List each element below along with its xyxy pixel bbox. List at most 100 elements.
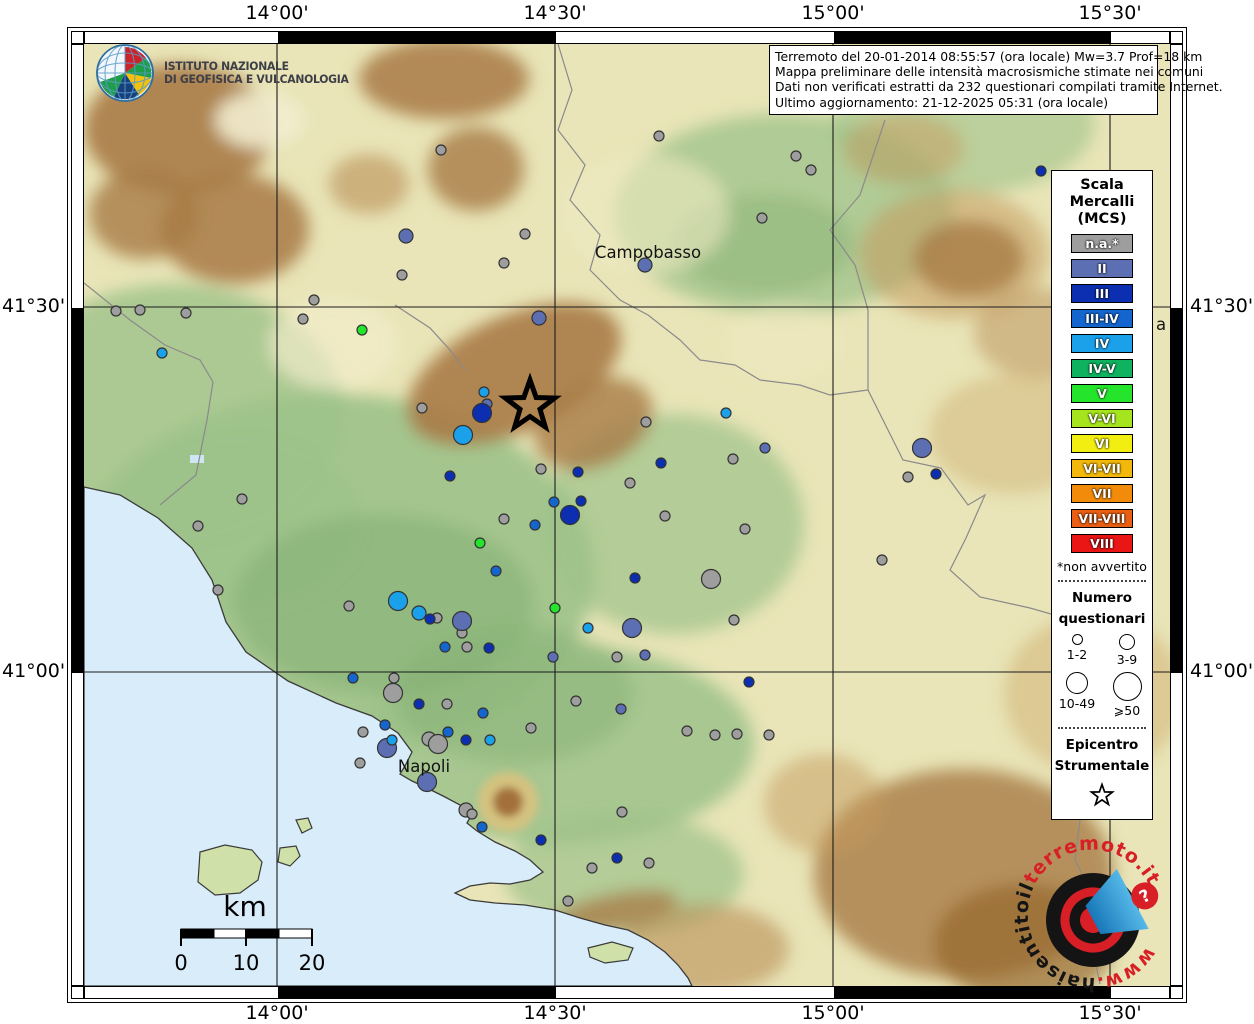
mercalli-scale-box: VII-VIII — [1071, 509, 1133, 528]
legend-title-line: Scala — [1080, 177, 1124, 193]
intensity-points-layer — [110, 130, 1047, 907]
intensity-point — [451, 610, 473, 632]
mercalli-scale-label: VII-VIII — [1078, 510, 1126, 526]
intensity-point — [416, 771, 438, 793]
longitude-label-top: 14°30' — [523, 2, 587, 24]
intensity-point — [356, 324, 368, 336]
islands — [197, 817, 634, 964]
mercalli-scale-box: IV — [1071, 334, 1133, 353]
intensity-point — [756, 212, 768, 224]
intensity-point — [180, 307, 192, 319]
latitude-label-left: 41°30' — [2, 294, 66, 317]
mercalli-scale-box: VII — [1071, 484, 1133, 503]
mercalli-scale-box: IV-V — [1071, 359, 1133, 378]
mercalli-scale-label: III — [1095, 285, 1109, 301]
intensity-point — [876, 554, 888, 566]
latitude-label-left: 41°00' — [2, 659, 66, 682]
frame-corner — [1170, 31, 1183, 44]
latitude-label-right: 41°30' — [1190, 294, 1254, 317]
intensity-point — [382, 682, 404, 704]
legend-divider — [1058, 727, 1146, 729]
ingv-name-line1: ISTITUTO NAZIONALE — [164, 58, 289, 73]
map-image: Campobasso Napoli a km 0 10 20 — [84, 44, 1170, 986]
intensity-point — [637, 257, 653, 273]
intensity-point — [483, 642, 495, 654]
intensity-point — [805, 164, 817, 176]
event-info-line4: Ultimo aggiornamento: 21-12-2025 05:31 (… — [775, 94, 1109, 110]
intensity-point — [570, 695, 582, 707]
intensity-point — [343, 600, 355, 612]
intensity-point — [559, 504, 581, 526]
mercalli-scale-label: n.a.* — [1085, 235, 1119, 251]
questionari-size-label: 3-9 — [1116, 652, 1138, 667]
intensity-point — [562, 895, 574, 907]
longitude-label-top: 15°00' — [801, 2, 865, 24]
intensity-point — [727, 453, 739, 465]
questionari-size-label: 10-49 — [1058, 696, 1096, 711]
intensity-point — [531, 310, 547, 326]
mercalli-scale-label: VI-VII — [1083, 460, 1121, 476]
mercalli-scale-box: III-IV — [1071, 309, 1133, 328]
intensity-point — [643, 857, 655, 869]
intensity-point — [484, 734, 496, 746]
questionari-title-line: questionari — [1058, 611, 1146, 627]
epicenter-title-line: Epicentro — [1065, 737, 1139, 753]
intensity-point — [763, 729, 775, 741]
mercalli-scale-box: V — [1071, 384, 1133, 403]
legend-title-line: (MCS) — [1077, 211, 1127, 227]
intensity-point — [474, 537, 486, 549]
mercalli-scale-box: VIII — [1071, 534, 1133, 553]
intensity-point — [387, 590, 409, 612]
intensity-point — [902, 471, 914, 483]
mercalli-scale-label: VI — [1094, 435, 1110, 451]
scalebar-unit: km — [223, 890, 267, 923]
mercalli-scale-label: VIII — [1090, 535, 1114, 551]
intensity-point — [681, 725, 693, 737]
intensity-point — [611, 651, 623, 663]
megaphone-icon — [1085, 868, 1149, 935]
frame-band-right — [1170, 44, 1183, 986]
intensity-point — [535, 463, 547, 475]
epicenter-star-icon — [1052, 781, 1152, 813]
frame-band-bottom — [84, 986, 1170, 999]
intensity-point — [441, 698, 453, 710]
event-info-line1: Terremoto del 20-01-2014 08:55:57 (ora l… — [775, 49, 1203, 64]
intensity-point — [659, 510, 671, 522]
map-canvas: Campobasso Napoli a km 0 10 20 — [84, 44, 1170, 986]
intensity-point — [354, 757, 366, 769]
legend-title-line: Mercalli — [1069, 194, 1135, 210]
frame-band-top — [84, 31, 1170, 44]
intensity-point — [728, 614, 740, 626]
intensity-point — [424, 613, 436, 625]
longitude-label-top: 15°30' — [1078, 2, 1142, 24]
questionari-size-item: 1-2 — [1052, 634, 1102, 667]
city-labels-layer: Campobasso Napoli a — [398, 243, 1166, 776]
intensity-point — [212, 584, 224, 596]
mercalli-scale-label: VII — [1092, 485, 1112, 501]
questionari-size-circle — [1066, 672, 1088, 694]
longitude-label-bottom: 15°00' — [801, 1002, 865, 1024]
intensity-point — [439, 641, 451, 653]
intensity-point — [490, 565, 502, 577]
intensity-point — [547, 651, 559, 663]
intensity-point — [476, 821, 488, 833]
epicenter-star-symbol — [498, 372, 562, 434]
intensity-point — [739, 523, 751, 535]
intensity-point — [709, 729, 721, 741]
longitude-label-top: 14°00' — [245, 2, 309, 24]
legend-divider — [1058, 580, 1146, 582]
mercalli-scale-box: III — [1071, 284, 1133, 303]
intensity-point — [529, 519, 541, 531]
city-label: Campobasso — [595, 243, 701, 262]
intensity-point — [525, 722, 537, 734]
intensity-point — [477, 707, 489, 719]
intensity-point — [611, 852, 623, 864]
mercalli-scale-label: II — [1097, 260, 1107, 276]
scalebar-tick-label: 10 — [233, 951, 260, 975]
intensity-point — [720, 407, 732, 419]
intensity-point — [586, 862, 598, 874]
scalebar-tick-label: 20 — [299, 951, 326, 975]
questionari-size-key: 1-2 3-9 10-49 ⩾50 — [1052, 634, 1152, 723]
longitude-label-bottom: 14°30' — [523, 1002, 587, 1024]
ingv-logo: ISTITUTO NAZIONALE DI GEOFISICA E VULCAN… — [94, 42, 360, 104]
